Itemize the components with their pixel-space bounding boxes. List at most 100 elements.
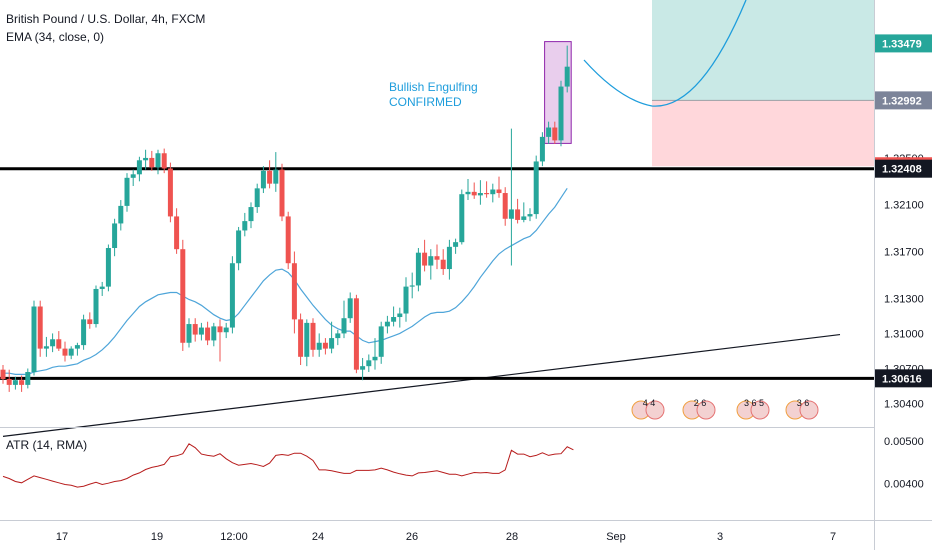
candle-body <box>335 333 341 339</box>
candle-body <box>521 216 527 220</box>
candle-body <box>434 256 440 260</box>
candle <box>403 277 409 322</box>
candle <box>211 322 217 347</box>
candle-body <box>12 380 18 385</box>
candle <box>217 319 223 362</box>
candle <box>409 272 415 299</box>
flag-icon <box>645 400 665 420</box>
candle-body <box>422 252 428 266</box>
candle-body <box>248 207 254 222</box>
target-zone <box>652 0 874 101</box>
stop-zone <box>652 100 874 167</box>
candle <box>335 329 341 346</box>
candle <box>6 369 12 392</box>
candle-body <box>465 191 471 195</box>
candle-body <box>37 306 43 349</box>
candle <box>205 321 211 346</box>
candle-body <box>130 174 136 178</box>
candle <box>19 375 25 392</box>
candle <box>453 238 459 254</box>
annotation-line2: CONFIRMED <box>389 95 462 109</box>
candle-body <box>174 216 180 250</box>
x-tick-label: 26 <box>406 531 418 543</box>
candle-body <box>291 263 297 320</box>
candle <box>87 312 93 329</box>
candle-body <box>515 209 521 220</box>
candle <box>515 198 521 224</box>
candle-body <box>6 379 12 385</box>
candle <box>161 148 167 174</box>
flag-icon <box>750 400 770 420</box>
candle-body <box>310 322 316 350</box>
candle <box>291 251 297 334</box>
x-tick-label: 17 <box>56 531 68 543</box>
candle-body <box>155 153 161 168</box>
candle-body <box>81 319 87 346</box>
candle-body <box>217 326 223 333</box>
candle <box>546 121 552 144</box>
candle-body <box>50 339 56 347</box>
candle <box>254 183 260 213</box>
candle-body <box>186 324 192 343</box>
ema-line <box>3 187 568 375</box>
candle-body <box>384 321 390 327</box>
candle-body <box>316 342 322 350</box>
candle <box>527 208 533 222</box>
candle <box>384 315 390 334</box>
candle-body <box>211 326 217 341</box>
candle-body <box>496 189 502 194</box>
candle <box>50 333 56 353</box>
candle <box>236 226 242 271</box>
candle-body <box>477 193 483 196</box>
candle <box>285 211 291 270</box>
candle <box>322 338 328 355</box>
candle <box>124 173 130 212</box>
candle <box>459 189 465 245</box>
candle-body <box>229 263 235 328</box>
candle <box>74 342 80 356</box>
candle-body <box>459 194 465 243</box>
y-tick-label: 1.31300 <box>884 293 924 305</box>
economic-event-icon: 4 4 <box>631 398 665 420</box>
candle-body <box>62 348 68 356</box>
candle-body <box>508 209 514 219</box>
candle <box>149 150 155 171</box>
candle-body <box>180 249 186 343</box>
candle-body <box>397 313 403 318</box>
candle <box>471 182 477 199</box>
candle <box>248 202 254 229</box>
candle <box>484 181 490 198</box>
candle-body <box>353 298 359 370</box>
candle-body <box>366 360 372 367</box>
candle-body <box>490 189 496 195</box>
candle-body <box>223 327 229 333</box>
atr-indicator-label: ATR (14, RMA) <box>6 438 88 452</box>
candle <box>37 300 43 357</box>
candle-body <box>360 366 366 370</box>
candle-body <box>267 170 273 184</box>
candle <box>186 318 192 348</box>
candle <box>428 249 434 280</box>
candle <box>372 338 378 370</box>
x-tick-label: 24 <box>312 531 324 543</box>
price-label-bg <box>875 369 932 388</box>
x-tick-label: 7 <box>830 531 836 543</box>
flag-icon <box>799 400 819 420</box>
candle <box>0 364 6 384</box>
candle <box>415 248 421 292</box>
candle-body <box>192 324 198 335</box>
candle-body <box>236 230 242 264</box>
economic-event-icon: 2 6 <box>682 398 716 420</box>
candle <box>477 180 483 205</box>
candle <box>130 169 136 187</box>
x-tick-label: 19 <box>151 531 163 543</box>
candle-body <box>546 127 552 137</box>
candle-body <box>143 157 149 161</box>
y-tick-label: 1.31700 <box>884 247 924 259</box>
price-label: 1.30616 <box>882 373 922 385</box>
candle <box>136 156 142 182</box>
candle <box>43 336 49 357</box>
candle-body <box>124 177 130 206</box>
candle <box>112 218 118 257</box>
